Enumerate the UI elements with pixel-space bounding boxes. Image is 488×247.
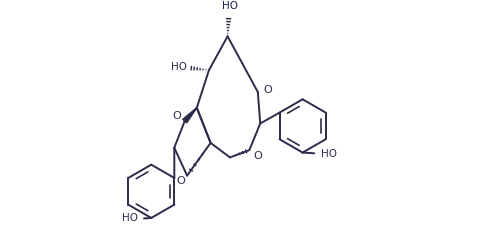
Polygon shape: [183, 108, 196, 123]
Text: O: O: [176, 176, 184, 186]
Text: HO: HO: [171, 62, 187, 72]
Text: O: O: [264, 85, 272, 95]
Text: O: O: [172, 111, 181, 121]
Text: HO: HO: [320, 149, 336, 159]
Text: HO: HO: [122, 213, 138, 224]
Text: O: O: [252, 151, 261, 161]
Text: HO: HO: [222, 1, 238, 11]
